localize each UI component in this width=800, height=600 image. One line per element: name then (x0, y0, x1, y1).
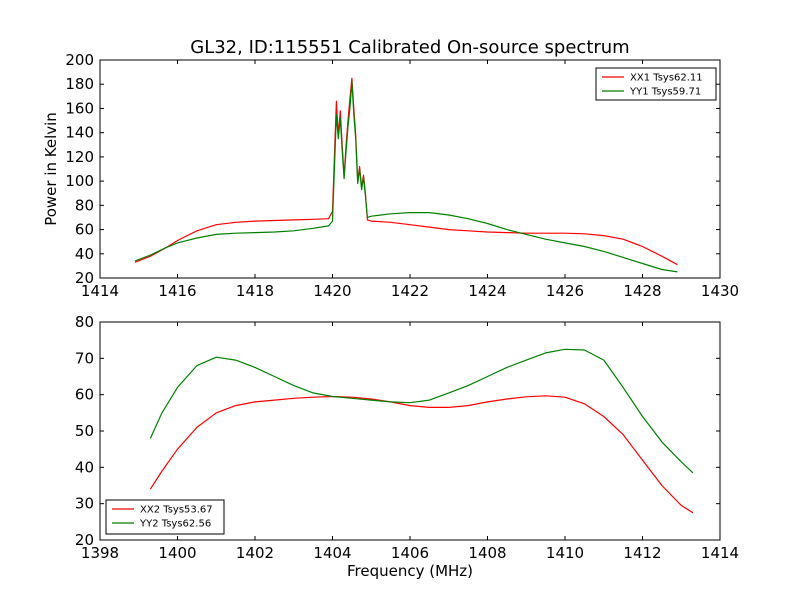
series-line-xx2 (149, 395, 694, 514)
figure-title: GL32, ID:115551 Calibrated On-source spe… (190, 37, 629, 58)
y-tick-label: 200 (65, 51, 94, 69)
x-tick-label: 1414 (701, 544, 739, 562)
x-tick-label: 1402 (236, 544, 274, 562)
series-line-yy1 (134, 81, 678, 273)
x-tick-label: 1400 (158, 544, 196, 562)
x-tick-label: 1418 (236, 282, 274, 300)
x-tick-label: 1414 (81, 282, 119, 300)
x-tick-label: 1404 (313, 544, 351, 562)
y-tick-label: 80 (75, 196, 94, 214)
x-tick-label: 1420 (313, 282, 351, 300)
y-tick-label: 160 (65, 99, 94, 117)
legend-entry-label: YY1 Tsys59.71 (629, 87, 701, 98)
x-tick-label: 1406 (391, 544, 429, 562)
legend-entry-label: XX1 Tsys62.11 (630, 73, 703, 84)
x-tick-label: 1412 (623, 544, 661, 562)
x-tick-label: 1422 (391, 282, 429, 300)
y-tick-label: 60 (75, 386, 94, 404)
bottom-panel-xx2-yy2: 1398 1400 1402 1404 1406 1408 1410 1412 1414 20 30… (75, 313, 739, 580)
y-tick-label: 60 (75, 221, 94, 239)
legend: XX2 Tsys53.67 YY2 Tsys62.56 (105, 499, 225, 535)
y-tick-label: 20 (75, 531, 94, 549)
y-tick-label: 80 (75, 313, 94, 331)
top-panel-xx1-yy1: 1414 1416 1418 1420 1422 1424 1426 1428 1430 20 40… (42, 51, 739, 300)
x-tick-label: 1416 (158, 282, 196, 300)
series-line-yy2 (149, 348, 694, 474)
series-line-xx1 (134, 77, 678, 266)
legend-entry-label: YY2 Tsys62.56 (139, 519, 211, 530)
y-tick-label: 140 (65, 124, 94, 142)
legend-box (595, 67, 717, 101)
y-tick-label: 20 (75, 269, 94, 287)
x-tick-label: 1408 (468, 544, 506, 562)
x-tick-label: 1430 (701, 282, 739, 300)
y-tick-label: 40 (75, 245, 94, 263)
legend: XX1 Tsys62.11 YY1 Tsys59.71 (595, 67, 717, 101)
y-tick-label: 70 (75, 349, 94, 367)
y-tick-label: 40 (75, 458, 94, 476)
y-tick-label: 30 (75, 495, 94, 513)
legend-entry-label: XX2 Tsys53.67 (140, 505, 213, 516)
x-tick-label: 1426 (546, 282, 584, 300)
y-tick-label: 180 (65, 75, 94, 93)
x-tick-label: 1410 (546, 544, 584, 562)
x-tick-label: 1398 (81, 544, 119, 562)
y-tick-label: 50 (75, 422, 94, 440)
y-tick-label: 120 (65, 148, 94, 166)
x-tick-label: 1424 (468, 282, 506, 300)
x-tick-label: 1428 (623, 282, 661, 300)
y-tick-label: 100 (65, 172, 94, 190)
x-axis-label: Frequency (MHz) (347, 562, 473, 580)
legend-box (105, 499, 225, 535)
y-axis-label: Power in Kelvin (42, 112, 60, 226)
